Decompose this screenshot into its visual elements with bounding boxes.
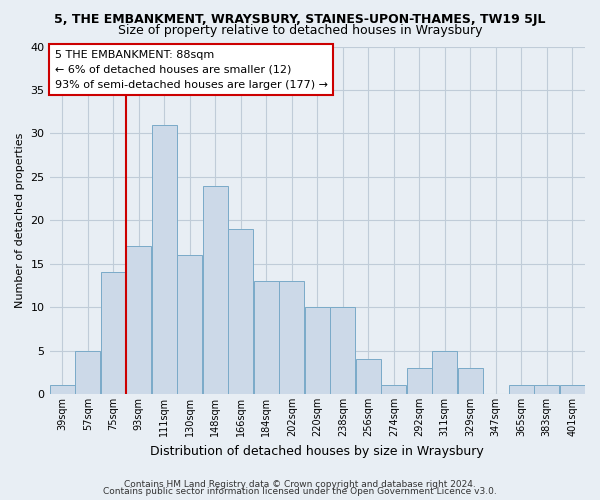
Text: 5, THE EMBANKMENT, WRAYSBURY, STAINES-UPON-THAMES, TW19 5JL: 5, THE EMBANKMENT, WRAYSBURY, STAINES-UP…	[54, 12, 546, 26]
Bar	[356, 360, 380, 394]
Bar	[560, 386, 584, 394]
Bar	[178, 255, 202, 394]
Bar	[407, 368, 431, 394]
Bar	[433, 350, 457, 394]
Bar	[382, 386, 406, 394]
Bar	[305, 307, 329, 394]
Bar	[535, 386, 559, 394]
Bar	[152, 124, 176, 394]
Bar	[101, 272, 125, 394]
Text: 5 THE EMBANKMENT: 88sqm
← 6% of detached houses are smaller (12)
93% of semi-det: 5 THE EMBANKMENT: 88sqm ← 6% of detached…	[55, 50, 328, 90]
Bar	[127, 246, 151, 394]
Bar	[509, 386, 533, 394]
Y-axis label: Number of detached properties: Number of detached properties	[15, 132, 25, 308]
Bar	[331, 307, 355, 394]
Bar	[280, 281, 304, 394]
Bar	[50, 386, 74, 394]
X-axis label: Distribution of detached houses by size in Wraysbury: Distribution of detached houses by size …	[151, 444, 484, 458]
Bar	[76, 350, 100, 394]
Bar	[254, 281, 278, 394]
Text: Size of property relative to detached houses in Wraysbury: Size of property relative to detached ho…	[118, 24, 482, 37]
Bar	[458, 368, 482, 394]
Bar	[229, 229, 253, 394]
Bar	[203, 186, 227, 394]
Text: Contains HM Land Registry data © Crown copyright and database right 2024.: Contains HM Land Registry data © Crown c…	[124, 480, 476, 489]
Text: Contains public sector information licensed under the Open Government Licence v3: Contains public sector information licen…	[103, 487, 497, 496]
